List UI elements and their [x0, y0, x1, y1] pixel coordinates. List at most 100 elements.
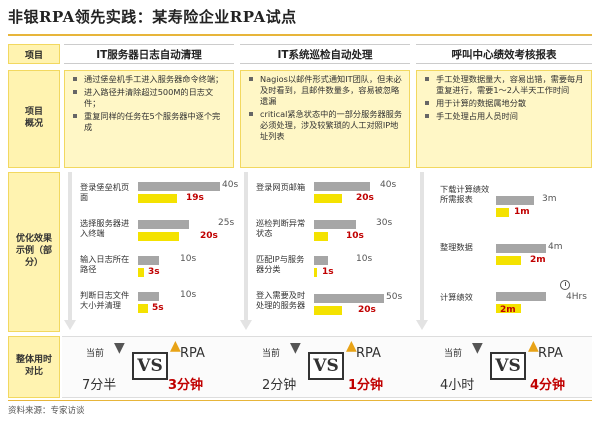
row-label-total-text: 整体用时对比: [15, 355, 52, 377]
time-after: 1分钟: [348, 378, 384, 393]
bar-before: [138, 220, 189, 229]
step-label: 整理数据: [440, 242, 473, 252]
vs-badge: VS: [490, 352, 526, 380]
step-label: 输入日志所在路径: [80, 254, 130, 275]
column-header-2: IT系统巡检自动处理: [240, 44, 410, 64]
bar-after: [496, 256, 521, 265]
value-after: 1s: [322, 267, 334, 277]
overview-item: critical紧急状态中的一部分服务器服务必须处理，涉及较繁琐的人工对照IP地…: [249, 109, 403, 142]
row-label-overview: 项目概况: [8, 70, 60, 168]
bar-after: [138, 232, 179, 241]
bar-before: [314, 294, 384, 303]
overview-item: 手工处理占用人员时间: [425, 111, 585, 122]
time-after: 4分钟: [530, 378, 566, 393]
value-after: 20s: [200, 231, 218, 241]
step-label: 匹配IP与服务器分类: [256, 254, 305, 275]
step-label: 巡检判断异常状态: [256, 218, 306, 239]
bar-before: [496, 292, 546, 301]
rpa-label: RPA: [538, 346, 563, 361]
bar-after: [496, 208, 509, 217]
row-label-total: 整体用时对比: [8, 336, 60, 398]
time-before: 2分钟: [262, 378, 297, 393]
overview-panel-3: 手工处理数据量大，容易出错，需要每月重复进行，需要1～2人半天工作时间 用于计算…: [416, 70, 592, 168]
bar-before: [314, 256, 328, 265]
bar-before: [138, 256, 159, 265]
footer-divider: [8, 400, 592, 401]
step-label: 登录堡垒机页面: [80, 182, 130, 203]
value-after: 20s: [356, 193, 374, 203]
value-after: 2m: [530, 255, 546, 265]
step-label: 登入需要及时处理的服务器: [256, 290, 306, 311]
bar-after: [496, 304, 521, 313]
title-divider: [8, 34, 592, 36]
source-note: 资料来源：专家访谈: [8, 406, 85, 416]
page-title: 非银RPA领先实践：某寿险企业RPA试点: [8, 8, 297, 26]
thumbs-down-icon: ▼: [290, 340, 301, 356]
step-label: 下载计算绩效所需报表: [440, 184, 490, 205]
value-before: 50s: [386, 292, 403, 302]
overview-item: 手工处理数据量大，容易出错，需要每月重复进行，需要1～2人半天工作时间: [425, 74, 585, 96]
value-before: 30s: [376, 218, 393, 228]
bar-after: [314, 194, 342, 203]
bar-before: [496, 244, 546, 253]
vs-badge: VS: [132, 352, 168, 380]
row-label-optimization-text: 优化效果示例（部分）: [15, 234, 52, 268]
thumbs-up-icon: ▲: [346, 338, 357, 354]
bar-after: [314, 306, 342, 315]
bar-before: [138, 182, 220, 191]
overview-item: 进入路径并清除超过500M的日志文件；: [73, 87, 227, 109]
bar-after: [314, 268, 317, 277]
bar-after: [138, 304, 148, 313]
overview-item: 重复同样的任务在5个服务器中逐个完成: [73, 111, 227, 133]
bar-after: [314, 232, 328, 241]
value-after: 5s: [152, 303, 164, 313]
overview-item: 用于计算的数据属地分散: [425, 98, 585, 109]
overview-item: Nagios以邮件形式通知IT团队，但未必及时看到，且邮件数量多，容易被忽略遗漏: [249, 74, 403, 107]
header-label: 项目: [8, 44, 60, 64]
rpa-label: RPA: [180, 346, 205, 361]
current-label: 当前: [86, 349, 105, 359]
value-before: 40s: [380, 180, 397, 190]
step-label: 登录网页邮箱: [256, 182, 306, 192]
step-label: 选择服务器进入终端: [80, 218, 130, 239]
bar-before: [496, 196, 534, 205]
step-label: 判断日志文件大小并清理: [80, 290, 130, 311]
flow-arrow: [416, 172, 428, 332]
bar-before: [138, 292, 159, 301]
overview-panel-1: 通过堡垒机手工进入服务器命令终端； 进入路径并清除超过500M的日志文件； 重复…: [64, 70, 234, 168]
current-label: 当前: [262, 349, 281, 359]
value-after: 20s: [358, 305, 376, 315]
value-before: 10s: [180, 254, 197, 264]
overview-item: 通过堡垒机手工进入服务器命令终端；: [73, 74, 227, 85]
value-before: 4Hrs: [566, 292, 587, 302]
bar-before: [314, 220, 356, 229]
bar-after: [138, 194, 177, 203]
flow-arrow: [240, 172, 252, 332]
vs-badge: VS: [308, 352, 344, 380]
value-after: 1m: [514, 207, 530, 217]
current-label: 当前: [444, 349, 463, 359]
value-before: 10s: [180, 290, 197, 300]
value-after: 19s: [186, 193, 204, 203]
rpa-label: RPA: [356, 346, 381, 361]
clock-icon: [560, 280, 570, 290]
flow-arrow: [64, 172, 76, 332]
value-before: 4m: [548, 242, 563, 252]
thumbs-up-icon: ▲: [528, 338, 539, 354]
row-label-overview-text: 项目概况: [24, 107, 43, 129]
value-after: 2m: [500, 305, 516, 315]
thumbs-up-icon: ▲: [170, 338, 181, 354]
thumbs-down-icon: ▼: [472, 340, 483, 356]
time-before: 7分半: [82, 378, 117, 393]
column-header-1: IT服务器日志自动清理: [64, 44, 234, 64]
step-label: 计算绩效: [440, 292, 473, 302]
column-header-3: 呼叫中心绩效考核报表: [416, 44, 592, 64]
value-after: 3s: [148, 267, 160, 277]
thumbs-down-icon: ▼: [114, 340, 125, 356]
value-before: 10s: [356, 254, 373, 264]
row-label-optimization: 优化效果示例（部分）: [8, 172, 60, 332]
value-before: 40s: [222, 180, 239, 190]
bar-after: [138, 268, 144, 277]
time-before: 4小时: [440, 378, 475, 393]
value-before: 3m: [542, 194, 557, 204]
